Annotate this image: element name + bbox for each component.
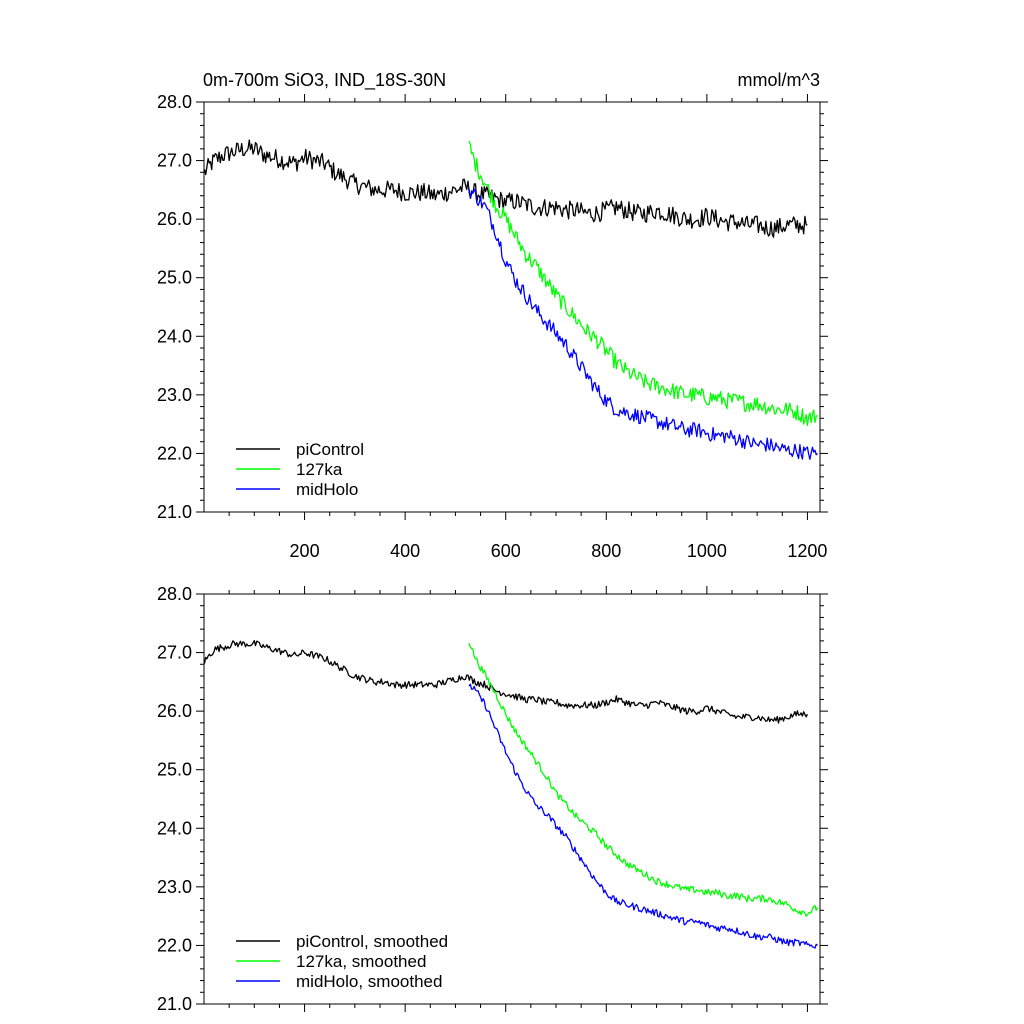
legend-label: 127ka, smoothed <box>296 952 426 971</box>
y-tick-label: 27.0 <box>157 151 192 171</box>
x-tick-label: 600 <box>491 541 521 561</box>
y-tick-label: 22.0 <box>157 935 192 955</box>
series-line-midholo <box>468 683 818 949</box>
y-tick-label: 28.0 <box>157 92 192 112</box>
y-tick-label: 27.0 <box>157 643 192 663</box>
x-tick-label: 400 <box>390 541 420 561</box>
chart-title: 0m-700m SiO3, IND_18S-30N <box>203 70 446 91</box>
legend-label: midHolo <box>296 480 358 499</box>
y-tick-label: 24.0 <box>157 818 192 838</box>
y-tick-label: 22.0 <box>157 443 192 463</box>
x-tick-label: 1000 <box>687 541 727 561</box>
y-tick-label: 21.0 <box>157 994 192 1014</box>
y-tick-label: 28.0 <box>157 584 192 604</box>
plot-frame <box>203 593 821 1005</box>
y-tick-label: 23.0 <box>157 385 192 405</box>
y-tick-label: 25.0 <box>157 760 192 780</box>
units-label: mmol/m^3 <box>738 70 820 90</box>
legend-label: 127ka <box>296 460 343 479</box>
legend-label: piControl <box>296 440 364 459</box>
series-line-midholo <box>468 188 818 460</box>
y-tick-label: 24.0 <box>157 326 192 346</box>
x-tick-label: 1200 <box>787 541 827 561</box>
y-tick-label: 21.0 <box>157 502 192 522</box>
series-line-picontrol <box>203 139 808 238</box>
legend-label: midHolo, smoothed <box>296 972 442 991</box>
x-tick-label: 200 <box>290 541 320 561</box>
series-line-127ka <box>468 140 818 427</box>
y-tick-label: 26.0 <box>157 209 192 229</box>
series-line-picontrol <box>203 640 808 724</box>
series-line-127ka <box>468 642 819 917</box>
legend-label: piControl, smoothed <box>296 932 448 951</box>
y-tick-label: 25.0 <box>157 268 192 288</box>
y-tick-label: 26.0 <box>157 701 192 721</box>
x-tick-label: 800 <box>591 541 621 561</box>
bottom-panel: 21.0 22.0 23.0 24.0 25.0 26.0 27.0 28.0 piContro… <box>157 584 828 1014</box>
y-tick-label: 23.0 <box>157 877 192 897</box>
plot-frame <box>203 101 821 513</box>
top-panel: 21.0 22.0 23.0 24.0 25.0 26.0 27.0 28.0 200 400 60… <box>157 92 828 561</box>
